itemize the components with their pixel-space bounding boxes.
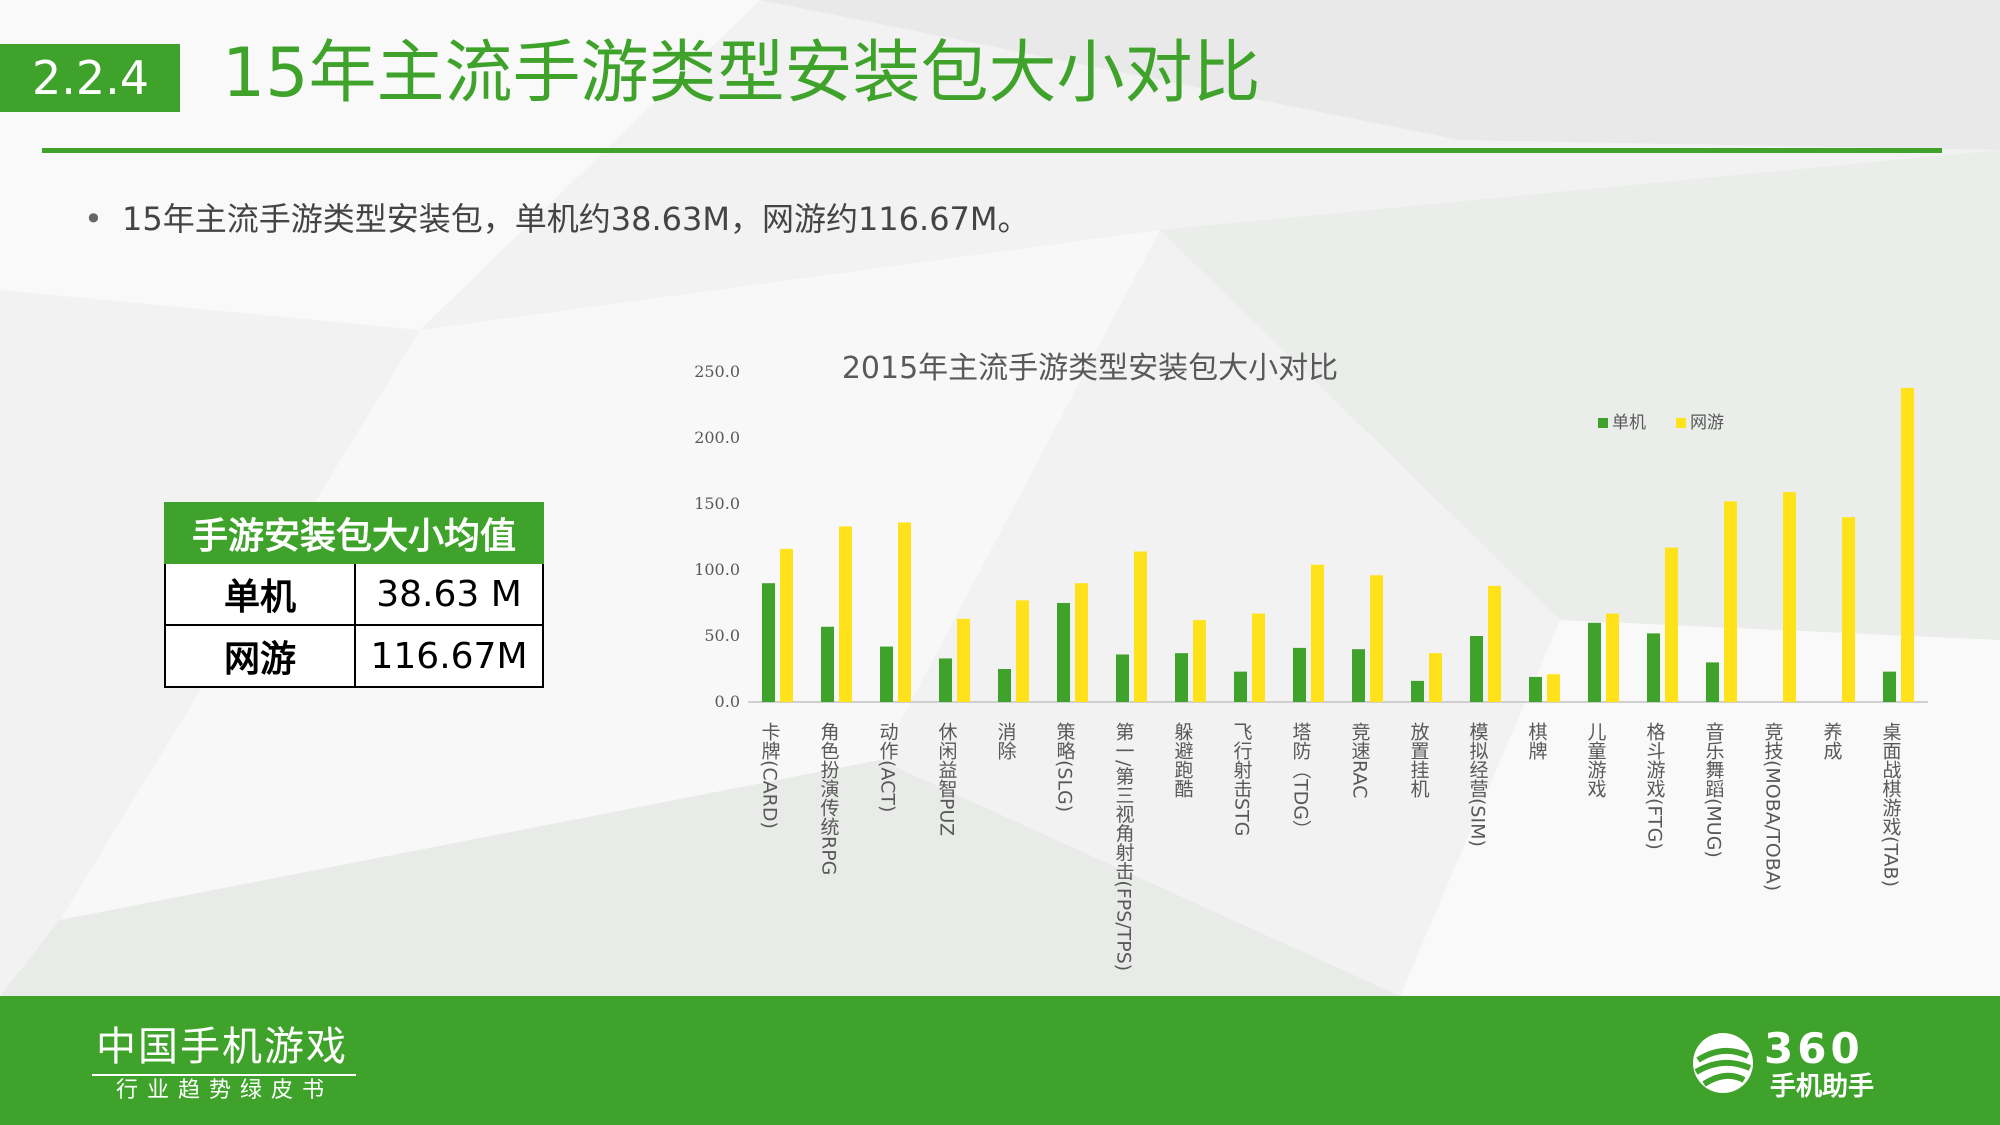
x-tick-label: 躲避跑酷 bbox=[1172, 722, 1194, 798]
bar-online bbox=[1901, 387, 1914, 702]
title-divider bbox=[42, 148, 1942, 153]
bar-single bbox=[1883, 671, 1896, 702]
logo-360-text: 360 bbox=[1764, 1024, 1864, 1073]
x-tick-label: 休闲益智PUZ bbox=[936, 722, 958, 836]
table-row-value: 116.67M bbox=[354, 624, 544, 688]
table-row-label: 单机 bbox=[164, 562, 356, 626]
bar-online bbox=[1783, 492, 1796, 702]
bar-online bbox=[1665, 547, 1678, 702]
footer-bar bbox=[0, 996, 2000, 1125]
bar-single bbox=[762, 583, 775, 702]
summary-text: 15年主流手游类型安装包，单机约38.63M，网游约116.67M。 bbox=[122, 200, 1030, 238]
bar-single bbox=[1234, 671, 1247, 702]
bar-single bbox=[1411, 680, 1424, 702]
bar-online bbox=[1252, 613, 1265, 702]
page-title: 15年主流手游类型安装包大小对比 bbox=[222, 34, 1261, 113]
footer-brand-title: 中国手机游戏 bbox=[96, 1024, 348, 1070]
bar-online bbox=[1311, 564, 1324, 702]
bar-online bbox=[1429, 653, 1442, 702]
bar-online bbox=[1606, 613, 1619, 702]
x-tick-label: 养成 bbox=[1821, 722, 1843, 760]
bar-single bbox=[1706, 662, 1719, 702]
bullet-dot-icon: • bbox=[84, 200, 103, 238]
bar-online bbox=[898, 522, 911, 702]
bar-single bbox=[1293, 647, 1306, 702]
legend-label: 单机 bbox=[1612, 413, 1646, 433]
average-table-header: 手游安装包大小均值 bbox=[164, 502, 544, 564]
bar-online bbox=[1488, 585, 1501, 702]
bar-online bbox=[1134, 551, 1147, 702]
section-number-badge: 2.2.4 bbox=[0, 44, 180, 112]
x-tick-label: 竞速RAC bbox=[1349, 722, 1371, 799]
x-tick-label: 格斗游戏(FTG) bbox=[1644, 722, 1666, 850]
x-tick-label: 桌面战棋游戏(TAB) bbox=[1880, 722, 1902, 887]
table-row-value: 38.63 M bbox=[354, 562, 544, 626]
bar-single bbox=[1647, 633, 1660, 702]
bar-single bbox=[998, 669, 1011, 702]
x-tick-label: 动作(ACT) bbox=[877, 722, 899, 813]
legend-swatch bbox=[1598, 418, 1608, 428]
bar-single bbox=[1588, 622, 1601, 702]
y-tick-label: 50.0 bbox=[704, 626, 740, 645]
bar-online bbox=[1075, 583, 1088, 702]
x-tick-label: 消除 bbox=[995, 722, 1017, 760]
x-tick-label: 音乐舞蹈(MUG) bbox=[1703, 722, 1725, 858]
y-tick-label: 0.0 bbox=[715, 692, 740, 711]
legend-label: 网游 bbox=[1690, 413, 1724, 433]
bar-single bbox=[880, 646, 893, 702]
bar-single bbox=[1470, 636, 1483, 702]
x-tick-label: 角色扮演传统RPG bbox=[818, 722, 840, 876]
x-tick-label: 模拟经营(SIM) bbox=[1467, 722, 1489, 847]
x-tick-label: 卡牌(CARD) bbox=[759, 722, 781, 829]
bar-chart: 2015年主流手游类型安装包大小对比 0.0 50.0 100.0 150.0 200.0… bbox=[694, 351, 1928, 971]
x-tick-label: 儿童游戏 bbox=[1585, 722, 1607, 798]
table-row-label: 网游 bbox=[164, 624, 356, 688]
x-tick-label: 策略(SLG) bbox=[1054, 722, 1076, 812]
footer-brand-subtitle: 行业趋势绿皮书 bbox=[116, 1078, 334, 1103]
bar-online bbox=[839, 526, 852, 702]
y-tick-label: 200.0 bbox=[694, 428, 740, 447]
bar-online bbox=[1547, 674, 1560, 702]
bar-single bbox=[1352, 649, 1365, 702]
bar-single bbox=[1175, 653, 1188, 702]
bar-single bbox=[939, 658, 952, 702]
table-row: 单机 38.63 M bbox=[164, 562, 544, 626]
y-tick-label: 250.0 bbox=[694, 362, 740, 381]
360-logo-icon bbox=[1693, 1033, 1753, 1093]
x-tick-label: 飞行射击STG bbox=[1231, 722, 1253, 836]
bar-online bbox=[1842, 517, 1855, 702]
bar-online bbox=[780, 548, 793, 702]
average-size-table: 手游安装包大小均值 单机 38.63 M 网游 116.67M bbox=[164, 502, 544, 688]
logo-product-text: 手机助手 bbox=[1770, 1072, 1875, 1102]
chart-title: 2015年主流手游类型安装包大小对比 bbox=[842, 351, 1338, 386]
table-row: 网游 116.67M bbox=[164, 624, 544, 688]
bar-single bbox=[1116, 654, 1129, 702]
bar-online bbox=[1370, 575, 1383, 702]
bar-single bbox=[1529, 676, 1542, 702]
footer-brand-divider bbox=[92, 1074, 356, 1076]
bar-online bbox=[957, 618, 970, 702]
x-tick-label: 第一/第三视角射击(FPS/TPS) bbox=[1113, 722, 1135, 971]
bar-online bbox=[1724, 501, 1737, 702]
bar-single bbox=[821, 626, 834, 702]
summary-bullet: • 15年主流手游类型安装包，单机约38.63M，网游约116.67M。 bbox=[84, 194, 1030, 240]
legend-swatch bbox=[1676, 418, 1686, 428]
y-tick-label: 100.0 bbox=[694, 560, 740, 579]
y-tick-label: 150.0 bbox=[694, 494, 740, 513]
x-tick-label: 塔防（TDG） bbox=[1290, 722, 1312, 839]
x-tick-label: 竞技(MOBA/TOBA) bbox=[1762, 722, 1784, 891]
x-tick-label: 棋牌 bbox=[1526, 722, 1548, 760]
x-tick-label: 放置挂机 bbox=[1408, 722, 1430, 798]
bar-single bbox=[1057, 603, 1070, 702]
bar-online bbox=[1016, 600, 1029, 702]
bar-online bbox=[1193, 620, 1206, 702]
